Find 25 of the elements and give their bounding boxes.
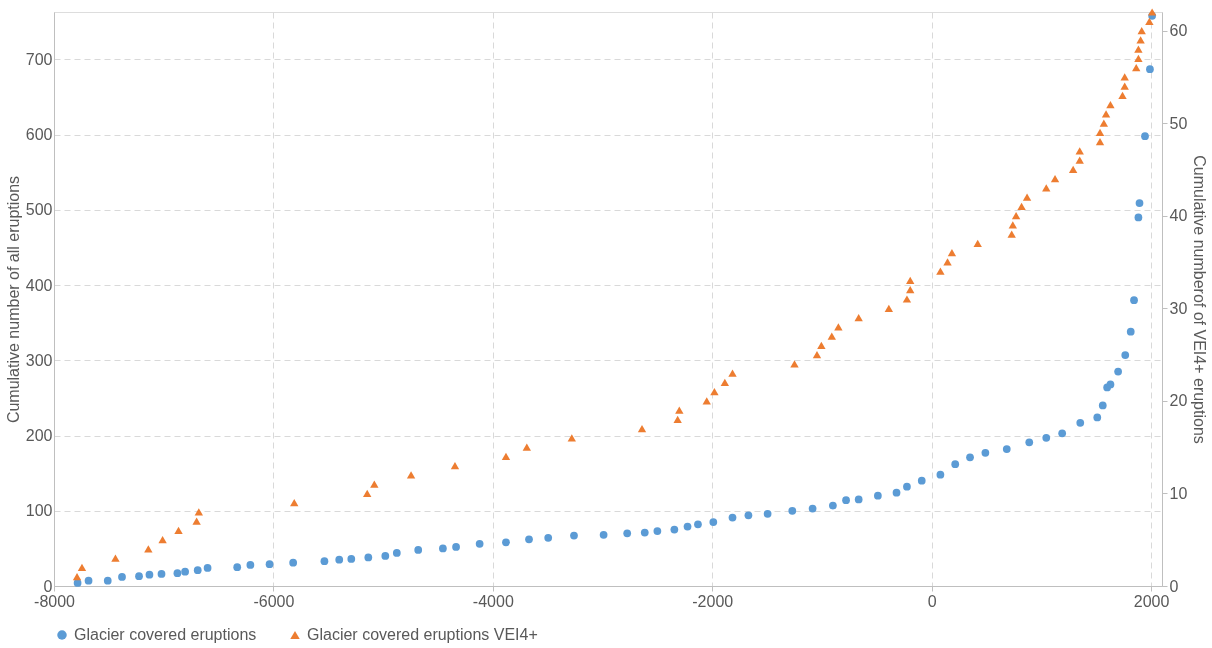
x-tick-label: 0 [927, 592, 937, 610]
y-axis-title: Cumulative number of all eruptions [4, 175, 22, 424]
y-tick-label: 500 [25, 201, 53, 219]
x-tick-label: -2000 [692, 592, 734, 610]
y2-tick-label: 0 [1169, 577, 1179, 595]
y-tick-label: 200 [25, 427, 53, 445]
y2-tick-label: 50 [1169, 114, 1188, 132]
y-tick-label: 600 [25, 126, 53, 144]
y2-tick-label: 10 [1169, 484, 1188, 502]
y2-tick-label: 20 [1169, 392, 1188, 410]
y2-tick-label: 60 [1169, 22, 1188, 40]
y-tick-label: 400 [25, 276, 53, 294]
y-tick-label: 0 [43, 577, 53, 595]
x-tick-label: -6000 [253, 592, 295, 610]
x-tick-label: 2000 [1133, 592, 1170, 610]
legend-label: Glacier covered eruptions [74, 626, 257, 643]
x-tick-label: -8000 [34, 592, 76, 610]
y2-tick-label: 40 [1169, 207, 1188, 225]
y-tick-label: 700 [25, 50, 53, 68]
y2-axis-title: Cumulative numberof of VEI4+ eruptions [1191, 155, 1209, 444]
y-tick-label: 300 [25, 351, 53, 369]
x-tick-label: -4000 [472, 592, 514, 610]
y2-tick-label: 30 [1169, 299, 1188, 317]
legend-label: Glacier covered eruptions VEI4+ [307, 626, 538, 643]
y-tick-label: 100 [25, 502, 53, 520]
